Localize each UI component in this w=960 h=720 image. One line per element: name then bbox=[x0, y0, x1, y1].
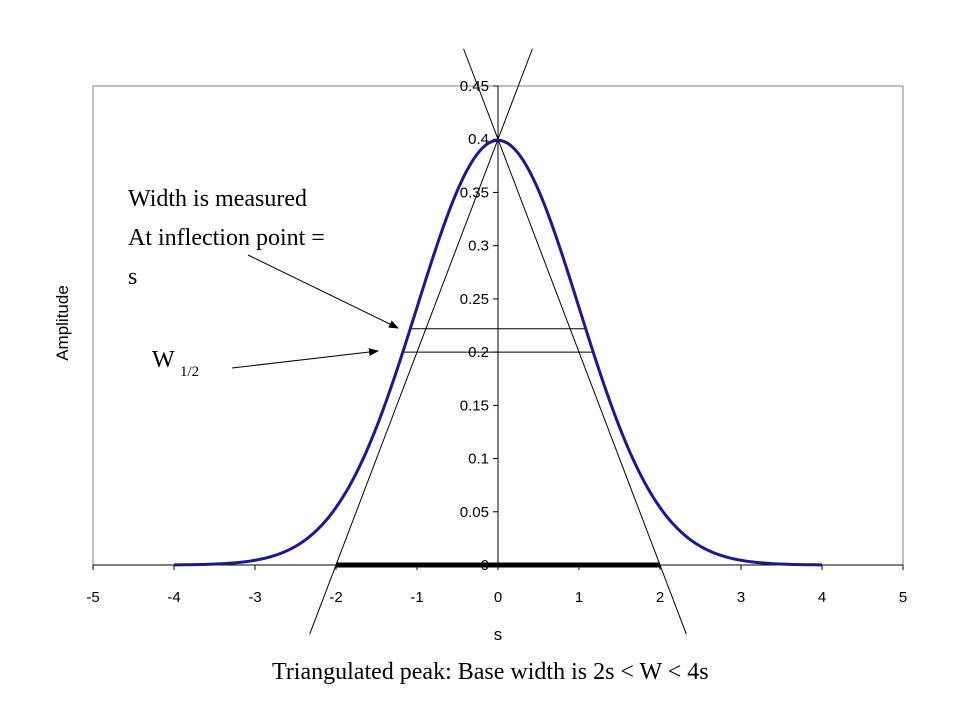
x-axis-title: s bbox=[494, 625, 503, 644]
y-tick-label: 0.05 bbox=[460, 504, 489, 521]
y-tick-label: 0.1 bbox=[468, 451, 489, 468]
x-tick-label: 3 bbox=[737, 589, 745, 606]
plot-frame bbox=[92, 85, 904, 566]
y-axis-title: Amplitude bbox=[53, 285, 72, 361]
bottom-caption: Triangulated peak: Base width is 2s < W … bbox=[272, 659, 709, 685]
tangent-line bbox=[463, 48, 687, 635]
x-tick-label: 0 bbox=[494, 589, 502, 606]
x-tick-label: -3 bbox=[248, 589, 261, 606]
w-half-subscript: 1/2 bbox=[180, 364, 199, 380]
gaussian-series-line bbox=[173, 138, 823, 567]
x-tick-label: 1 bbox=[575, 589, 583, 606]
x-tick-label: -2 bbox=[329, 589, 342, 606]
y-tick-label: 0.15 bbox=[460, 397, 489, 414]
y-tick-label: 0.4 bbox=[468, 131, 489, 148]
x-tick-label: -4 bbox=[167, 589, 180, 606]
y-tick-label: 0.3 bbox=[468, 238, 489, 255]
x-tick-label: 4 bbox=[818, 589, 826, 606]
axis-ticks: -5-4-3-2-101234500.050.10.150.20.250.30.… bbox=[86, 78, 907, 606]
y-tick-label: 0.25 bbox=[460, 291, 489, 308]
w-half-arrow bbox=[231, 348, 379, 369]
inflection-annotation-line1: Width is measured bbox=[128, 186, 307, 212]
inflection-annotation-line3: s bbox=[128, 264, 137, 290]
x-tick-label: -1 bbox=[410, 589, 423, 606]
w-half-label: W bbox=[152, 347, 175, 373]
chart-marks bbox=[173, 48, 823, 635]
x-tick-label: -5 bbox=[86, 589, 99, 606]
x-tick-label: 5 bbox=[899, 589, 907, 606]
tangent-line bbox=[309, 48, 533, 635]
y-tick-label: 0.45 bbox=[460, 78, 489, 95]
x-tick-label: 2 bbox=[656, 589, 664, 606]
inflection-annotation-line2: At inflection point = bbox=[128, 225, 325, 251]
y-tick-label: 0.35 bbox=[460, 184, 489, 201]
inflection-arrow bbox=[247, 254, 399, 329]
